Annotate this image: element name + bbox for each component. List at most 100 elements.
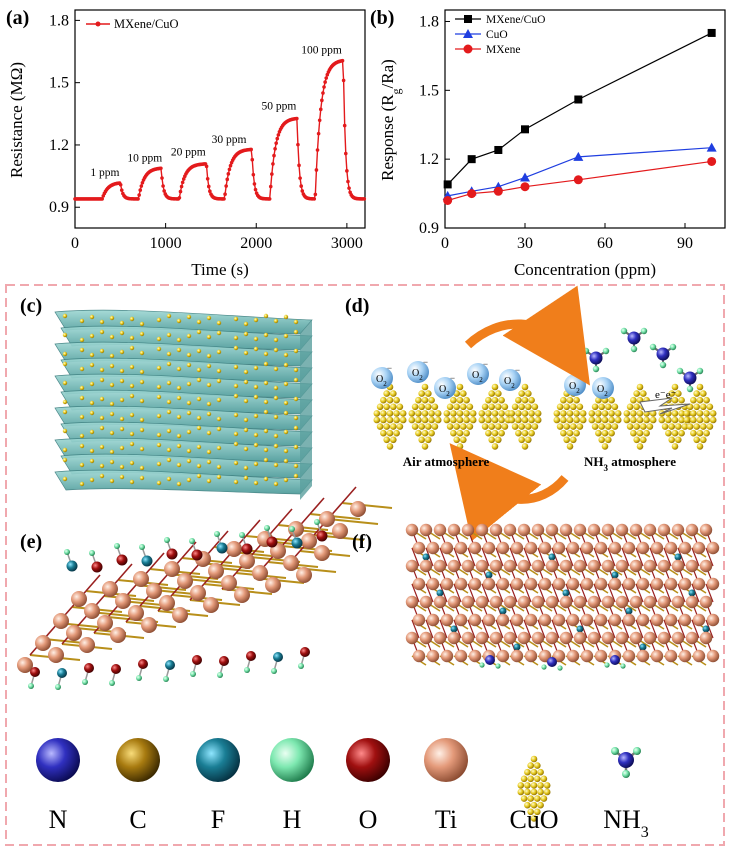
- h-atom: [541, 664, 547, 670]
- ti-atom: [615, 631, 629, 645]
- cuo-particle: [186, 400, 192, 406]
- cuo-particle: [62, 428, 68, 434]
- cuo-atom: [566, 396, 574, 404]
- cuo-atom: [570, 436, 577, 444]
- cuo-particle: [273, 433, 279, 439]
- cuo-atom: [700, 423, 707, 430]
- cuo-particle: [62, 457, 68, 463]
- cuo-atom: [696, 383, 704, 391]
- cuo-atom: [614, 410, 622, 417]
- cuo-particle: [99, 463, 105, 469]
- ti-atom: [692, 613, 706, 627]
- cuo-particle: [243, 465, 249, 471]
- cuo-particle: [216, 445, 222, 451]
- electron-label: e⁻e⁻: [655, 389, 677, 401]
- ti-atom: [685, 523, 699, 537]
- data-point-a: [325, 72, 330, 77]
- cuo-particle: [176, 395, 182, 401]
- cuo-particle: [243, 321, 249, 327]
- bond: [621, 583, 630, 603]
- ti-atom: [699, 523, 713, 537]
- cuo-particle: [253, 461, 259, 467]
- h-atom: [479, 662, 485, 668]
- f-atom: [674, 553, 682, 561]
- ti-atom: [594, 541, 608, 555]
- ti-atom: [573, 631, 587, 645]
- cuo-atom: [408, 416, 416, 424]
- cuo-particle: [139, 331, 145, 337]
- bond: [495, 583, 504, 603]
- cuo-atom: [566, 410, 574, 417]
- cuo-particle: [119, 330, 125, 336]
- h-atom: [495, 663, 501, 669]
- h-atom: [164, 537, 170, 543]
- data-point-a: [224, 184, 228, 188]
- cuo-particle: [166, 380, 172, 386]
- cuo-atom: [491, 429, 499, 437]
- x-tick-label-b: 30: [517, 235, 533, 252]
- cuo-atom: [488, 423, 496, 430]
- ti-atom: [615, 523, 629, 537]
- cuo-particle: [89, 400, 95, 406]
- ti-atom: [177, 573, 193, 589]
- chart-b: 0 30 60 90 0.9 1.2 1.5 1.8 MXene/CuO CuO MXene (b…: [370, 7, 726, 279]
- cuo-particle: [156, 346, 162, 352]
- cuo-atom: [491, 416, 499, 424]
- ti-atom: [643, 595, 657, 609]
- ti-atom: [706, 577, 720, 591]
- ti-atom: [580, 613, 594, 627]
- data-point-a: [177, 195, 182, 200]
- cuo-atom: [491, 396, 499, 404]
- h-atom: [239, 532, 245, 538]
- ti-atom: [517, 559, 531, 573]
- bond: [607, 583, 616, 603]
- cuo-particle: [206, 363, 212, 369]
- ti-atom: [636, 541, 650, 555]
- cuo-atom: [530, 782, 538, 789]
- ti-atom: [650, 541, 664, 555]
- ti-atom: [531, 559, 545, 573]
- cuo-particle: [166, 313, 172, 319]
- ti-atom: [510, 613, 524, 627]
- cuo-atom: [640, 423, 647, 430]
- cuo-atom: [675, 390, 682, 397]
- cuo-particle: [109, 334, 115, 340]
- plot-frame-a: [74, 9, 366, 229]
- cuo-particle: [293, 473, 299, 479]
- cuo-particle: [253, 442, 259, 448]
- data-point-mxene-cuo: [707, 28, 716, 37]
- data-point-a: [136, 197, 140, 201]
- ti-atom: [552, 577, 566, 591]
- cuo-particle: [129, 441, 135, 447]
- cuo-atom: [579, 416, 587, 424]
- ti-atom: [524, 613, 538, 627]
- cuo-particle: [196, 425, 202, 431]
- cuo-particle: [273, 443, 279, 449]
- cuo-atom: [709, 410, 717, 417]
- cuo-atom: [485, 410, 492, 417]
- cuo-atom: [450, 429, 457, 437]
- cuo-particle: [263, 476, 269, 482]
- cuo-atom: [595, 429, 602, 437]
- cuo-atom: [425, 423, 432, 430]
- ti-atom: [594, 613, 608, 627]
- cuo-atom: [495, 423, 502, 430]
- ti-atom: [447, 523, 461, 537]
- bond: [691, 619, 700, 639]
- f-atom: [688, 589, 696, 597]
- ti-atom: [203, 597, 219, 613]
- cuo-particle: [79, 481, 85, 487]
- cuo-particle: [243, 475, 249, 481]
- data-point-a: [347, 186, 351, 190]
- cuo-particle: [283, 410, 289, 416]
- ti-atom: [53, 613, 69, 629]
- ti-atom: [426, 649, 440, 663]
- h-atom: [611, 747, 619, 755]
- cuo-atom: [690, 396, 697, 404]
- ti-atom: [524, 577, 538, 591]
- cuo-atom: [511, 423, 519, 430]
- bond: [635, 583, 644, 603]
- cuo-particle: [129, 393, 135, 399]
- data-point-a: [342, 123, 347, 128]
